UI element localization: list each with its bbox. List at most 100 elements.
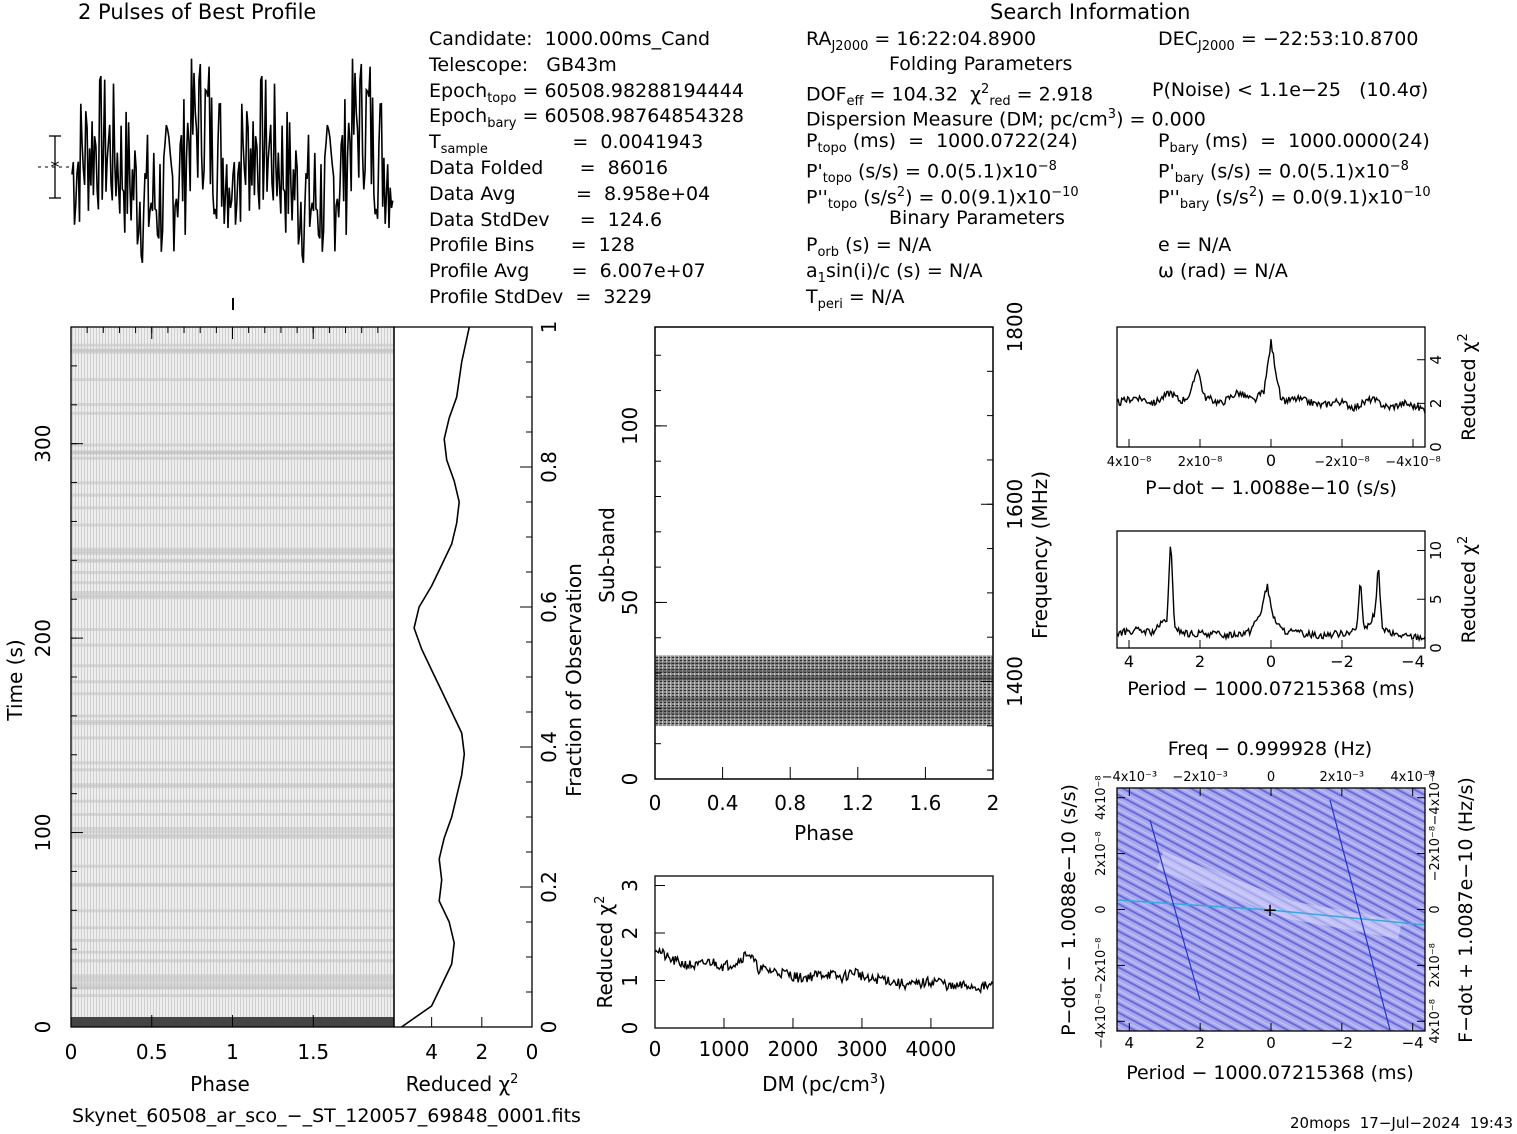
candidate-info-line: Candidate: 1000.00ms_Cand bbox=[429, 28, 711, 50]
x-tick-label: 0 bbox=[649, 791, 662, 815]
x-tick-label: −4 bbox=[1402, 1034, 1424, 1052]
time-phase-stripe bbox=[71, 768, 394, 772]
x-axis-label: Phase bbox=[794, 821, 854, 845]
y-tick-label: 4x10⁻⁸ bbox=[1094, 775, 1109, 820]
x-tick-label: −2x10⁻⁸ bbox=[1314, 455, 1369, 470]
time-phase-stripe bbox=[71, 979, 394, 983]
time-phase-stripe bbox=[71, 558, 394, 562]
y-tick-label: 1 bbox=[618, 974, 642, 987]
time-phase-stripe bbox=[71, 506, 394, 510]
subband-stripe bbox=[655, 712, 993, 715]
x-tick-label: 2 bbox=[475, 1040, 488, 1064]
a1-line: a1sin(i)/c (s) = N/A bbox=[806, 260, 983, 286]
y2-tick-label: −4x10⁻⁸ bbox=[1428, 770, 1443, 825]
candidate-info-line: Epochbary = 60508.98764854328 bbox=[429, 105, 744, 132]
time-phase-stripe bbox=[71, 593, 394, 597]
time-phase-stripe bbox=[71, 736, 394, 740]
x-tick-label: −4 bbox=[1401, 652, 1425, 671]
x-tick-label: 2 bbox=[1195, 652, 1205, 671]
time-phase-stripe bbox=[71, 680, 394, 684]
y2-tick-label: 1600 bbox=[1003, 479, 1027, 530]
y-axis-label-sup: 2 bbox=[593, 896, 608, 904]
time-phase-stripe bbox=[71, 581, 394, 585]
x-tick-label: 2 bbox=[1195, 1034, 1205, 1052]
pbary-line: Pbary (ms) = 1000.0000(24) bbox=[1158, 130, 1430, 156]
period_chi2-line bbox=[1116, 546, 1426, 643]
best-profile-title: 2 Pulses of Best Profile bbox=[78, 0, 317, 24]
x-axis-label: P−dot − 1.0088e−10 (s/s) bbox=[1145, 477, 1397, 499]
time-phase-stripe bbox=[71, 938, 394, 942]
ra-line: RAJ2000 = 16:22:04.8900 bbox=[806, 28, 1037, 54]
pdot_chi2-line bbox=[1116, 339, 1426, 414]
y-tick-label: 0.8 bbox=[537, 451, 561, 483]
candidate-info-line: Data Folded = 86016 bbox=[429, 157, 669, 179]
time-phase-stripe bbox=[71, 451, 394, 455]
time-phase-stripe bbox=[71, 591, 394, 594]
time-phase-stripe bbox=[71, 348, 394, 352]
y2-axis-label: Frequency (MHz) bbox=[1028, 471, 1052, 639]
x-axis-label: Phase bbox=[190, 1072, 250, 1096]
time-phase-stripe bbox=[71, 523, 394, 527]
y-tick-label: 0 bbox=[1094, 905, 1109, 913]
ppdot-ridge bbox=[1156, 851, 1402, 939]
pdot-bary-line: P'bary (s/s) = 0.0(5.1)x10−8 bbox=[1158, 159, 1409, 187]
dm-chi2-line bbox=[654, 946, 994, 995]
x-tick-label: 4 bbox=[425, 1040, 438, 1064]
time-phase-stripe bbox=[71, 799, 394, 803]
y-tick-label: 10 bbox=[1427, 541, 1445, 560]
time-phase-stripe bbox=[71, 643, 394, 647]
top-tick-label: −2x10⁻³ bbox=[1172, 770, 1227, 785]
x-axis-label-sup: 3 bbox=[870, 1072, 878, 1087]
x-axis-label-end: ) bbox=[878, 1072, 886, 1096]
time-phase-stripe bbox=[71, 926, 394, 930]
subband-stripe bbox=[655, 675, 993, 678]
x-tick-label: 4 bbox=[1124, 652, 1134, 671]
error-bar-star: * bbox=[51, 157, 60, 178]
top-tick-label: 0 bbox=[1267, 770, 1275, 785]
time-phase-stripe bbox=[71, 628, 394, 631]
time-phase-stripe bbox=[71, 493, 394, 497]
y-tick-label: 200 bbox=[31, 619, 55, 657]
x-axis-label: Reduced χ2 bbox=[406, 1072, 519, 1096]
ptopo-line: Ptopo (ms) = 1000.0722(24) bbox=[806, 130, 1078, 156]
candidate-info-line: Profile StdDev = 3229 bbox=[429, 286, 652, 308]
y-tick-label: −4x10⁻⁸ bbox=[1094, 994, 1109, 1049]
omega-line: ω (rad) = N/A bbox=[1158, 260, 1288, 282]
x-axis-label: Period − 1000.07215368 (ms) bbox=[1126, 1062, 1414, 1084]
y-tick-label: 2 bbox=[1427, 399, 1445, 409]
y-axis-label: Sub-band bbox=[595, 507, 619, 603]
y-axis-label: P−dot − 1.0088e−10 (s/s) bbox=[1058, 784, 1080, 1036]
time-phase-stripe bbox=[71, 976, 394, 980]
subband-image bbox=[655, 655, 993, 727]
time-phase-stripe bbox=[71, 813, 394, 816]
dm-line: Dispersion Measure (DM; pc/cm3) = 0.000 bbox=[806, 107, 1206, 131]
y-tick-label: 5 bbox=[1427, 594, 1445, 604]
top-tick-label: 2x10⁻³ bbox=[1320, 770, 1365, 785]
y2-tick-label: 0 bbox=[1428, 905, 1443, 913]
pddot-topo-line: P''topo (s/s2) = 0.0(9.1)x10−10 bbox=[806, 185, 1079, 213]
time-phase-stripe bbox=[71, 783, 394, 787]
x-tick-label: 0.5 bbox=[136, 1040, 168, 1064]
y-tick-label: 3 bbox=[618, 879, 642, 892]
candidate-info-line: Profile Bins = 128 bbox=[429, 234, 635, 257]
pnoise-line: P(Noise) < 1.1e−25 (10.4σ) bbox=[1152, 79, 1429, 101]
time-phase-stripe bbox=[71, 719, 394, 723]
top-tick-label: 4x10⁻³ bbox=[1390, 770, 1435, 785]
timestamp: 20mops 17−Jul−2024 19:43 bbox=[1290, 1114, 1514, 1132]
y-tick-label: 50 bbox=[618, 590, 642, 615]
x-tick-label: −2 bbox=[1330, 652, 1354, 671]
time-phase-stripe bbox=[71, 974, 394, 978]
y-axis-label: Time (s) bbox=[3, 639, 27, 721]
dec-line: DECJ2000 = −22:53:10.8700 bbox=[1158, 28, 1419, 54]
x-tick-label: 4x10⁻⁸ bbox=[1107, 455, 1152, 470]
subband-stripe bbox=[655, 706, 993, 709]
time-phase-stripe bbox=[71, 411, 394, 415]
x-tick-label: 0 bbox=[649, 1037, 662, 1061]
y2-tick-label: 2x10⁻⁸ bbox=[1428, 943, 1443, 988]
subband-stripe bbox=[655, 678, 993, 681]
y2-tick-label: 1800 bbox=[1003, 302, 1027, 353]
x-tick-label: 0 bbox=[1266, 451, 1276, 470]
x-tick-label: 0 bbox=[526, 1040, 539, 1064]
